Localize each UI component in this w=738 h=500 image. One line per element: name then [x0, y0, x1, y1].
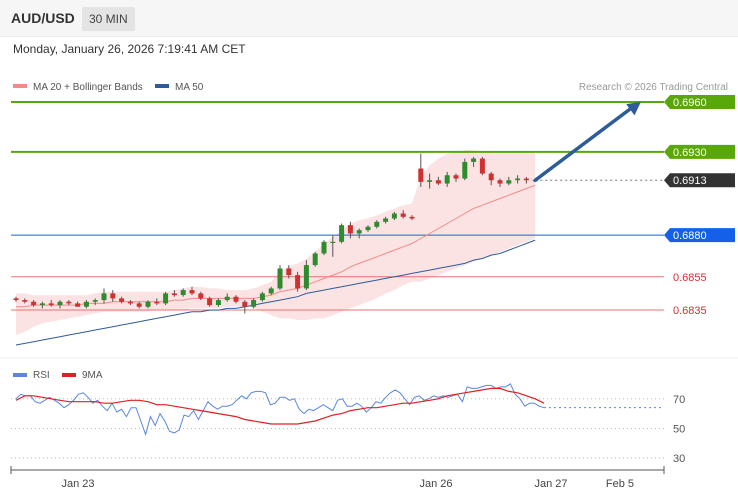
candle-body	[391, 213, 397, 219]
candle-body	[48, 303, 54, 306]
candle-body	[462, 161, 468, 179]
candle-body	[22, 300, 28, 302]
level-tag-0-6880	[664, 228, 735, 243]
candle-body	[171, 293, 177, 296]
candle-body	[242, 301, 248, 307]
candle-body	[339, 225, 345, 242]
candle-body	[136, 303, 142, 307]
candle-body	[92, 300, 98, 302]
rsi-ma-line	[15, 387, 545, 425]
candle-body	[444, 175, 450, 184]
level-label-0-6930: 0.6930	[673, 147, 707, 159]
candle-body	[198, 293, 204, 299]
candle-body	[523, 178, 529, 181]
candle-body	[13, 298, 19, 301]
level-tag-0-6913	[664, 173, 735, 188]
rsi-tick-50: 50	[673, 423, 685, 435]
candle-body	[383, 218, 389, 222]
candle-body	[515, 178, 521, 181]
legend-ma50-swatch	[155, 84, 169, 88]
candle-body	[506, 180, 512, 184]
candle-body	[295, 275, 301, 289]
candle-body	[145, 301, 151, 307]
candle-body	[435, 180, 441, 184]
candle-body	[374, 221, 380, 227]
candle-body	[31, 301, 37, 306]
rsi-line	[15, 383, 545, 437]
level-label-0-6855: 0.6855	[673, 272, 707, 284]
timeframe-badge[interactable]: 30 MIN	[82, 7, 135, 31]
x-tick-label-jan-23: Jan 23	[61, 478, 94, 490]
candle-body	[330, 241, 336, 244]
legend-rsi-ma-label: 9MA	[82, 370, 103, 381]
candle-body	[154, 301, 160, 304]
candle-body	[75, 303, 81, 307]
candle-body	[259, 293, 265, 301]
candle-body	[66, 301, 72, 304]
candle-body	[101, 293, 107, 301]
candle-body	[215, 300, 221, 306]
candle-body	[189, 290, 195, 294]
candle-body	[497, 180, 503, 184]
candle-body	[251, 300, 257, 307]
rsi-tick-70: 70	[673, 394, 685, 406]
legend-ma50-label: MA 50	[175, 82, 204, 93]
ma20-line	[16, 184, 536, 308]
symbol-title: AUD/USD	[11, 10, 75, 26]
candle-body	[312, 253, 318, 266]
x-tick-label-jan-27: Jan 27	[534, 478, 567, 490]
candle-body	[418, 168, 424, 182]
candle-body	[57, 301, 63, 306]
candle-body	[224, 296, 230, 301]
legend-rsi-label: RSI	[33, 370, 50, 381]
x-tick-label-feb-5: Feb 5	[606, 478, 634, 490]
candle-body	[163, 293, 169, 304]
candle-body	[39, 303, 45, 306]
x-tick-label-jan-26: Jan 26	[419, 478, 452, 490]
legend-rsi-ma-swatch	[62, 373, 76, 377]
candle-body	[268, 288, 274, 294]
level-label-0-6835: 0.6835	[673, 305, 707, 317]
ma50-line	[15, 239, 536, 346]
candle-body	[303, 265, 309, 289]
forecast-arrow-shaft	[533, 105, 635, 182]
candle-body	[127, 301, 133, 304]
chart-datetime: Monday, January 26, 2026 7:19:41 AM CET	[13, 42, 246, 56]
rsi-tick-30: 30	[673, 453, 685, 465]
candle-body	[479, 158, 485, 174]
watermark: Research © 2026 Trading Central	[579, 82, 728, 93]
candle-body	[409, 216, 415, 219]
candle-body	[365, 226, 371, 231]
candle-body	[119, 298, 125, 302]
candle-body	[277, 268, 283, 289]
candle-body	[286, 268, 292, 276]
candle-body	[471, 158, 477, 162]
candle-body	[233, 296, 239, 302]
level-label-0-6880: 0.6880	[673, 230, 707, 242]
level-tag-0-6960	[664, 94, 735, 109]
level-label-0-6913: 0.6913	[673, 175, 707, 187]
level-tag-0-6930	[664, 144, 735, 159]
candle-body	[427, 180, 433, 182]
chart-header: AUD/USD 30 MIN	[0, 0, 738, 37]
candle-body	[488, 173, 494, 181]
candle-body	[83, 301, 89, 307]
candle-body	[356, 230, 362, 234]
candle-body	[400, 213, 406, 217]
legend-ma20-label: MA 20 + Bollinger Bands	[33, 82, 143, 93]
candle-body	[321, 241, 327, 254]
candle-body	[347, 225, 353, 234]
forecast-arrow-head	[626, 101, 641, 116]
legend-ma20-swatch	[13, 84, 27, 88]
candle-body	[110, 293, 116, 299]
level-label-0-6960: 0.6960	[673, 97, 707, 109]
candle-body	[180, 290, 186, 296]
legend-rsi-swatch	[13, 373, 27, 377]
candle-body	[207, 298, 213, 306]
candle-body	[453, 175, 459, 179]
